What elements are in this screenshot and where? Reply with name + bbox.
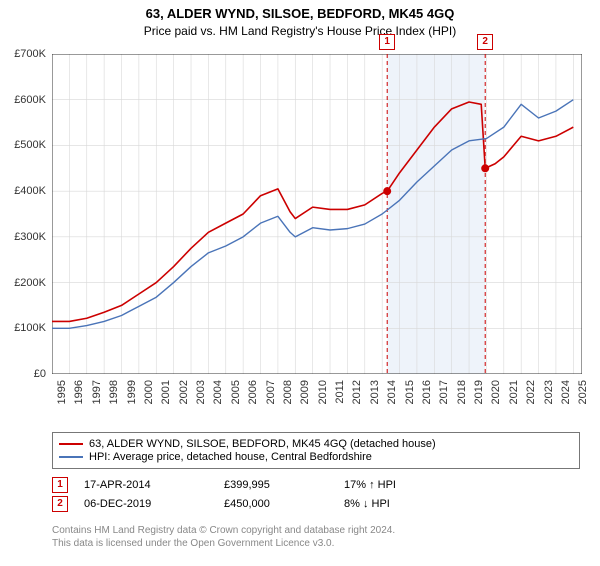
x-tick-label: 1999 — [126, 380, 138, 404]
legend-label-hpi: HPI: Average price, detached house, Cent… — [89, 451, 372, 463]
x-tick-label: 2014 — [386, 380, 398, 404]
x-tick-label: 2021 — [508, 380, 520, 404]
legend-row: 63, ALDER WYND, SILSOE, BEDFORD, MK45 4G… — [59, 438, 573, 450]
y-tick-label: £300K — [14, 231, 46, 243]
y-tick-label: £700K — [14, 48, 46, 60]
footnote: Contains HM Land Registry data © Crown c… — [52, 524, 395, 550]
x-tick-label: 2003 — [195, 380, 207, 404]
sales-row-2: 2 06-DEC-2019 £450,000 8% ↓ HPI — [52, 496, 580, 512]
x-tick-label: 2017 — [438, 380, 450, 404]
x-tick-label: 2005 — [230, 380, 242, 404]
sale-price-1: £399,995 — [224, 479, 344, 491]
x-tick-label: 1997 — [91, 380, 103, 404]
y-tick-label: £400K — [14, 185, 46, 197]
legend-swatch-property — [59, 443, 83, 445]
y-axis-labels: £0£100K£200K£300K£400K£500K£600K£700K — [0, 54, 50, 374]
x-tick-label: 2015 — [404, 380, 416, 404]
chart-marker: 1 — [379, 34, 395, 50]
legend-swatch-hpi — [59, 456, 83, 458]
y-tick-label: £0 — [34, 368, 46, 380]
x-tick-label: 2007 — [265, 380, 277, 404]
y-tick-label: £500K — [14, 139, 46, 151]
x-tick-label: 2023 — [543, 380, 555, 404]
x-tick-label: 2018 — [456, 380, 468, 404]
sale-marker-2: 2 — [52, 496, 68, 512]
x-tick-label: 2009 — [299, 380, 311, 404]
x-tick-label: 2010 — [317, 380, 329, 404]
footnote-line2: This data is licensed under the Open Gov… — [52, 537, 395, 550]
x-tick-label: 2011 — [334, 380, 346, 404]
chart-container: 63, ALDER WYND, SILSOE, BEDFORD, MK45 4G… — [0, 6, 600, 566]
x-tick-label: 2019 — [473, 380, 485, 404]
x-axis-labels: 1995 1996 1997 1998 1999 2000 2001 2002 2003 2004… — [52, 378, 582, 428]
y-tick-label: £100K — [14, 322, 46, 334]
x-tick-label: 2008 — [282, 380, 294, 404]
x-tick-label: 2006 — [247, 380, 259, 404]
x-tick-label: 2016 — [421, 380, 433, 404]
chart-title: 63, ALDER WYND, SILSOE, BEDFORD, MK45 4G… — [0, 6, 600, 21]
sale-date-1: 17-APR-2014 — [84, 479, 224, 491]
legend: 63, ALDER WYND, SILSOE, BEDFORD, MK45 4G… — [52, 432, 580, 469]
legend-row: HPI: Average price, detached house, Cent… — [59, 451, 573, 463]
y-tick-label: £600K — [14, 94, 46, 106]
y-tick-label: £200K — [14, 277, 46, 289]
x-tick-label: 2022 — [525, 380, 537, 404]
plot-area: 12 — [52, 54, 582, 374]
sales-row-1: 1 17-APR-2014 £399,995 17% ↑ HPI — [52, 477, 580, 493]
chart-marker: 2 — [477, 34, 493, 50]
x-tick-label: 2020 — [490, 380, 502, 404]
plot-svg — [52, 54, 582, 374]
sale-date-2: 06-DEC-2019 — [84, 498, 224, 510]
sale-price-2: £450,000 — [224, 498, 344, 510]
footnote-line1: Contains HM Land Registry data © Crown c… — [52, 524, 395, 537]
x-tick-label: 1996 — [73, 380, 85, 404]
x-tick-label: 2001 — [160, 380, 172, 404]
sale-marker-1: 1 — [52, 477, 68, 493]
x-tick-label: 1995 — [56, 380, 68, 404]
x-tick-label: 2012 — [351, 380, 363, 404]
x-tick-label: 2013 — [369, 380, 381, 404]
x-tick-label: 2004 — [212, 380, 224, 404]
sales-table: 1 17-APR-2014 £399,995 17% ↑ HPI 2 06-DE… — [52, 474, 580, 515]
x-tick-label: 2024 — [560, 380, 572, 404]
sale-hpi-1: 17% ↑ HPI — [344, 479, 454, 491]
chart-subtitle: Price paid vs. HM Land Registry's House … — [0, 24, 600, 38]
x-tick-label: 2002 — [178, 380, 190, 404]
x-tick-label: 2000 — [143, 380, 155, 404]
sale-hpi-2: 8% ↓ HPI — [344, 498, 454, 510]
x-tick-label: 2025 — [577, 380, 589, 404]
legend-label-property: 63, ALDER WYND, SILSOE, BEDFORD, MK45 4G… — [89, 438, 436, 450]
x-tick-label: 1998 — [108, 380, 120, 404]
